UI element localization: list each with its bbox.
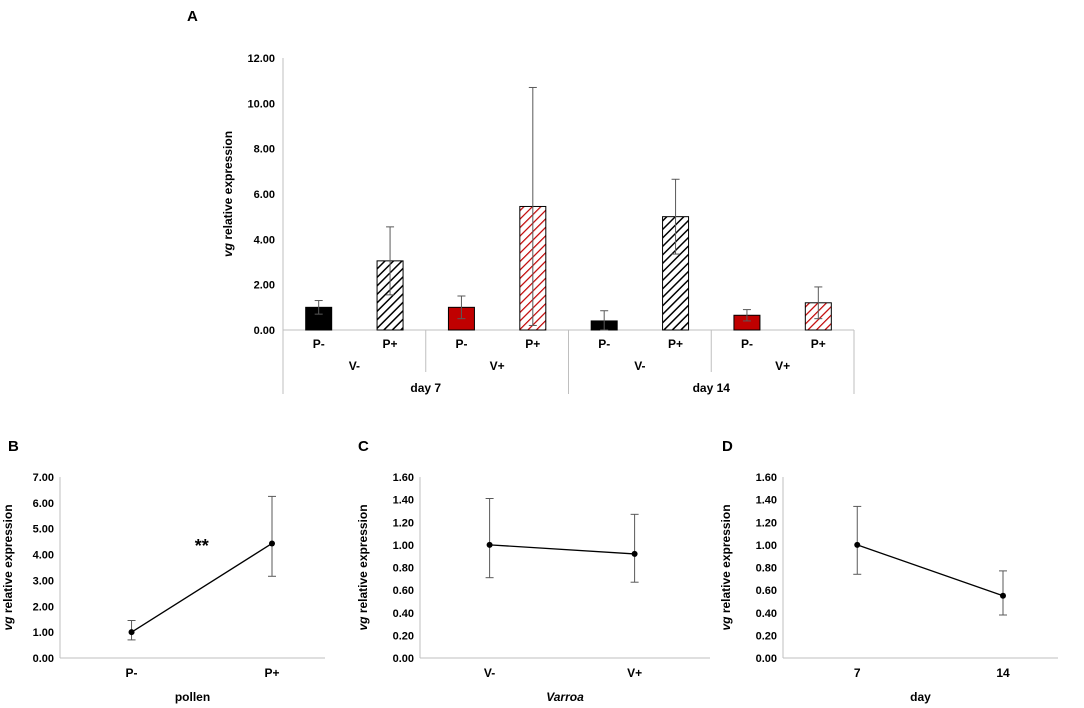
panel-a-y-axis-title: vg relative expression: [221, 131, 235, 257]
panel-b-y-tick-label: 1.00: [33, 627, 54, 639]
panel-a-y-tick-label: 8.00: [254, 144, 275, 156]
panel-c-y-tick-label: 1.40: [393, 495, 414, 507]
panel-b-y-tick-label: 2.00: [33, 601, 54, 613]
panel-a-group-label: V+: [775, 359, 790, 373]
panel-d-data-point: [854, 541, 861, 548]
panel-a-y-tick-label: 12.00: [247, 53, 275, 65]
panel-a-group-label: V-: [634, 359, 645, 373]
panel-b-y-tick-label: 4.00: [33, 550, 54, 562]
panel-b-x-axis-title: pollen: [175, 690, 210, 704]
panel-d-label: D: [722, 438, 733, 455]
panel-c-y-tick-label: 0.00: [393, 653, 414, 665]
panel-d-y-tick-label: 0.40: [756, 608, 777, 620]
panel-b-y-axis-title: vg relative expression: [1, 504, 15, 630]
panel-b-y-tick-label: 3.00: [33, 575, 54, 587]
panel-a-x-tick-label: P-: [741, 337, 753, 351]
panel-c-y-tick-label: 1.20: [393, 517, 414, 529]
panel-b-y-tick-label: 5.00: [33, 524, 54, 536]
panel-c-x-tick-label: V-: [484, 666, 495, 680]
panel-a-y-tick-label: 0.00: [254, 325, 275, 337]
panel-a-y-tick-label: 10.00: [247, 98, 275, 110]
panel-a-x-tick-label: P-: [455, 337, 467, 351]
panel-d-series-line: [857, 544, 1004, 597]
panel-c-x-axis-title: Varroa: [546, 690, 584, 704]
panel-c-y-tick-label: 0.40: [393, 608, 414, 620]
panel-d-x-axis-title: day: [910, 690, 931, 704]
panel-b-x-tick-label: P-: [126, 666, 138, 680]
panel-c-series-line: [489, 544, 635, 555]
panel-b-y-tick-label: 0.00: [33, 653, 54, 665]
panel-b-significance-annotation: **: [195, 536, 209, 556]
panel-d-x-tick-label: 14: [996, 666, 1010, 680]
panel-c-y-tick-label: 0.80: [393, 563, 414, 575]
panel-c-y-tick-label: 1.00: [393, 540, 414, 552]
panel-a-day-label: day 7: [410, 381, 441, 395]
panel-d-y-axis-title: vg relative expression: [719, 504, 733, 630]
panel-d-y-tick-label: 1.60: [756, 472, 777, 484]
panel-a-y-tick-label: 4.00: [254, 234, 275, 246]
panel-a-group-label: V+: [490, 359, 505, 373]
panel-a-group-label: V-: [349, 359, 360, 373]
panel-c-data-point: [486, 541, 493, 548]
panel-b-data-point: [269, 540, 275, 547]
panel-d-y-tick-label: 1.00: [756, 540, 777, 552]
panel-c-label: C: [358, 438, 369, 455]
panel-a-x-tick-label: P-: [598, 337, 610, 351]
panel-d-y-tick-label: 0.80: [756, 563, 777, 575]
panel-c-y-tick-label: 0.20: [393, 630, 414, 642]
panel-b-data-point: [128, 629, 135, 636]
panel-c-y-tick-label: 1.60: [393, 472, 414, 484]
panel-a-y-tick-label: 2.00: [254, 280, 275, 292]
panel-a-label: A: [187, 8, 198, 25]
panel-a-x-tick-label: P+: [668, 337, 683, 351]
panel-a-x-tick-label: P+: [525, 337, 540, 351]
panel-b-label: B: [8, 438, 19, 455]
panel-d-y-tick-label: 0.20: [756, 630, 777, 642]
panel-a-y-tick-label: 6.00: [254, 189, 275, 201]
panel-d-y-tick-label: 1.40: [756, 495, 777, 507]
panel-b-y-tick-label: 6.00: [33, 498, 54, 510]
panel-a-x-tick-label: P+: [811, 337, 826, 351]
panel-a-x-tick-label: P+: [383, 337, 398, 351]
panel-d-x-tick-label: 7: [854, 666, 861, 680]
panel-d-data-point: [1000, 592, 1006, 599]
panel-a-x-tick-label: P-: [313, 337, 325, 351]
panel-c-x-tick-label: V+: [627, 666, 642, 680]
panel-c-y-axis-title: vg relative expression: [356, 504, 370, 630]
panel-d-y-tick-label: 0.00: [756, 653, 777, 665]
panel-d-y-tick-label: 1.20: [756, 517, 777, 529]
panel-b-x-tick-label: P+: [264, 666, 279, 680]
panel-d-y-tick-label: 0.60: [756, 585, 777, 597]
panel-c-data-point: [631, 550, 638, 557]
panel-a-day-label: day 14: [693, 381, 731, 395]
panel-c-y-tick-label: 0.60: [393, 585, 414, 597]
panel-b-series-line: [131, 542, 273, 633]
panel-b-y-tick-label: 7.00: [33, 472, 54, 484]
